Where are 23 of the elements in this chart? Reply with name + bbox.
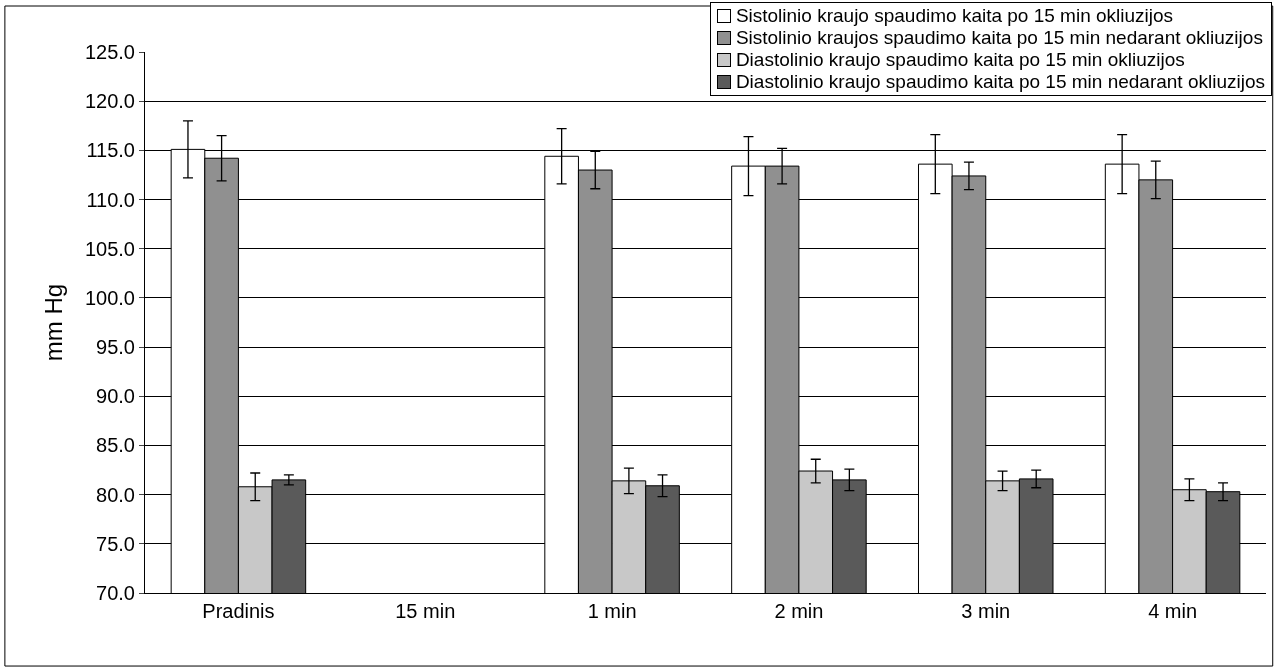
legend-label: Diastolinio kraujo spaudimo kaita po 15 min nedarant okliuzijos [735, 71, 1265, 93]
y-tick-label: 110.0 [86, 188, 135, 211]
legend-label: Sistolinio kraujo spaudimo kaita po 15 min okliuzijos [735, 5, 1174, 27]
legend-label: Sistolinio kraujos spaudimo kaita po 15 min nedarant okliuzijos [735, 27, 1263, 49]
y-tick-label: 120.0 [84, 90, 135, 113]
y-tick-label: 80.0 [96, 483, 135, 506]
y-tick-label: 95.0 [96, 336, 135, 359]
y-tick-label: 100.0 [84, 286, 135, 309]
legend-label: Diastolinio kraujo spaudimo kaita po 15 min okliuzijos [735, 49, 1185, 71]
y-axis-title: mm Hg [40, 283, 68, 362]
y-tick-label: 115.0 [86, 139, 135, 162]
y-tick-label: 85.0 [96, 434, 135, 457]
x-tick-label: 4 min [1148, 600, 1198, 622]
y-tick-label: 90.0 [96, 385, 135, 408]
x-tick-label: 2 min [774, 600, 824, 622]
y-tick-label: 105.0 [84, 237, 135, 260]
x-tick-label: 1 min [587, 600, 637, 622]
x-tick-label: Pradinis [202, 600, 275, 622]
y-tick-label: 70.0 [96, 582, 135, 604]
y-tick-label: 125.0 [84, 41, 135, 63]
x-tick-label: 3 min [961, 600, 1011, 622]
x-tick-label: 15 min [395, 600, 456, 622]
y-tick-label: 75.0 [96, 532, 135, 555]
